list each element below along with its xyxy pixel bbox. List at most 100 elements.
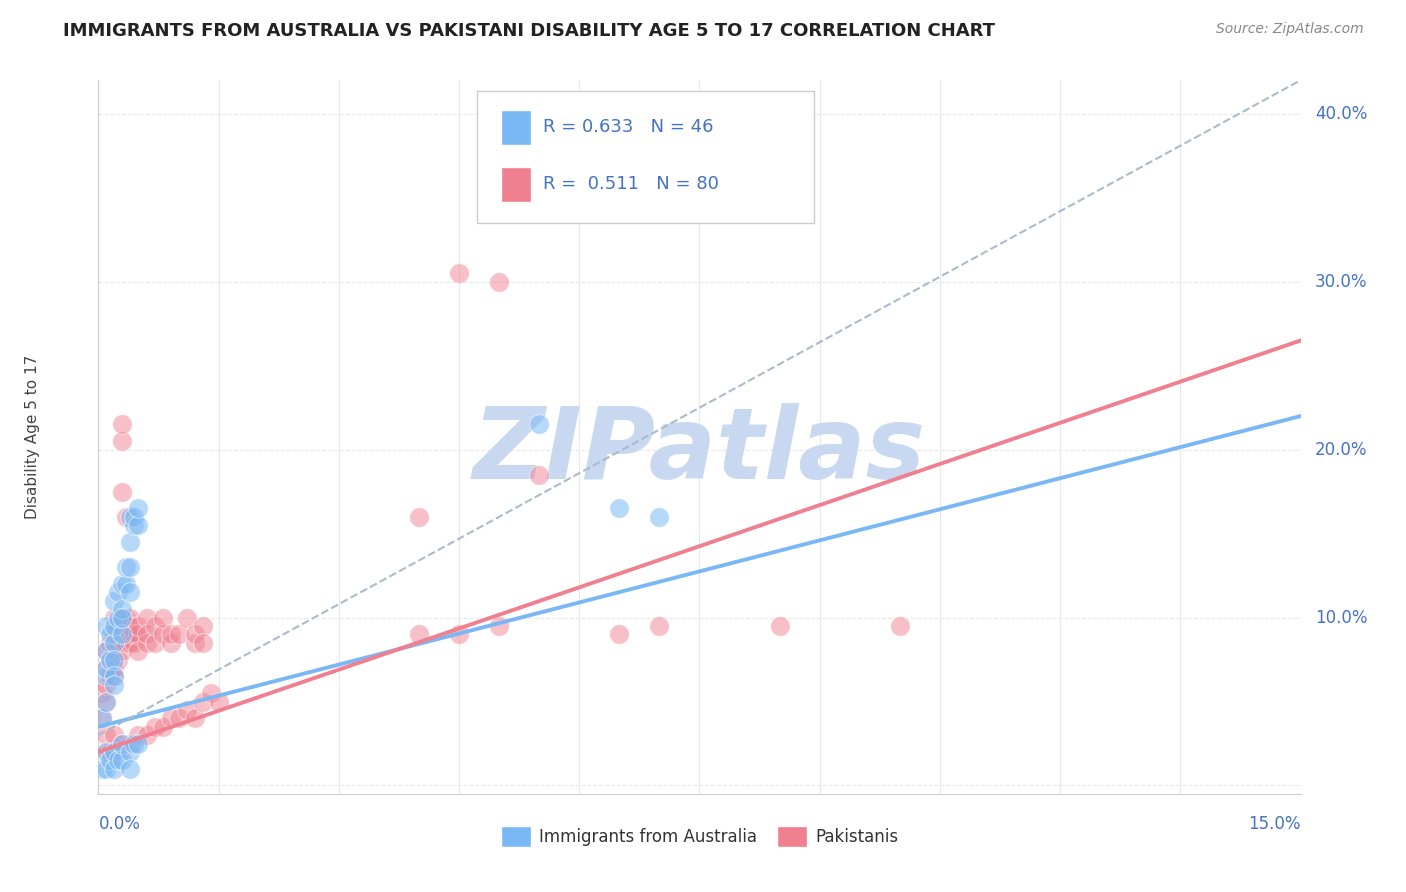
Point <box>111 417 134 432</box>
Point <box>103 652 125 666</box>
Point <box>183 627 205 641</box>
Point <box>609 627 631 641</box>
Point <box>96 745 118 759</box>
Point <box>889 619 911 633</box>
Text: 15.0%: 15.0% <box>1249 815 1301 833</box>
Point <box>103 661 125 675</box>
Point <box>91 686 114 700</box>
Text: Source: ZipAtlas.com: Source: ZipAtlas.com <box>1216 22 1364 37</box>
Point <box>128 501 150 516</box>
Point <box>143 636 166 650</box>
Text: 0.0%: 0.0% <box>98 815 141 833</box>
Point <box>103 678 125 692</box>
Point <box>103 636 125 650</box>
Point <box>124 518 146 533</box>
Point <box>103 627 125 641</box>
Point <box>159 627 181 641</box>
Point <box>103 669 125 683</box>
Point <box>176 703 198 717</box>
Point <box>120 745 142 759</box>
Point <box>111 434 134 449</box>
Point <box>115 509 138 524</box>
Point <box>100 636 122 650</box>
Text: 20.0%: 20.0% <box>1315 441 1368 458</box>
Point <box>124 627 146 641</box>
Point <box>96 619 118 633</box>
Point <box>96 661 118 675</box>
Point <box>107 610 129 624</box>
Point <box>408 627 430 641</box>
Point <box>111 610 134 624</box>
Point <box>124 737 146 751</box>
Point <box>135 728 157 742</box>
Point <box>135 610 157 624</box>
Text: R = 0.633   N = 46: R = 0.633 N = 46 <box>543 118 714 136</box>
Point <box>115 560 138 574</box>
Point <box>159 636 181 650</box>
Point <box>128 518 150 533</box>
Point <box>100 652 122 666</box>
Point <box>103 745 125 759</box>
Point <box>103 728 125 742</box>
Point <box>96 728 118 742</box>
Point <box>167 627 190 641</box>
Text: 10.0%: 10.0% <box>1315 608 1368 626</box>
Point <box>111 737 134 751</box>
Point <box>100 627 122 641</box>
Point <box>128 728 150 742</box>
Point <box>100 745 122 759</box>
Text: 30.0%: 30.0% <box>1315 273 1368 291</box>
Point <box>208 694 231 708</box>
Point <box>115 610 138 624</box>
Point <box>111 627 134 641</box>
Point <box>115 577 138 591</box>
Point <box>124 509 146 524</box>
Point <box>135 636 157 650</box>
Point <box>107 753 129 767</box>
Point <box>107 636 129 650</box>
Point <box>100 753 122 767</box>
Point <box>107 652 129 666</box>
Point <box>100 652 122 666</box>
Text: 40.0%: 40.0% <box>1315 105 1368 123</box>
Point <box>103 644 125 658</box>
FancyBboxPatch shape <box>501 168 531 202</box>
Point <box>152 627 174 641</box>
Point <box>120 535 142 549</box>
FancyBboxPatch shape <box>477 91 814 223</box>
Point <box>167 711 190 725</box>
Point <box>488 275 510 289</box>
Point <box>103 619 125 633</box>
Point <box>183 636 205 650</box>
Point <box>120 610 142 624</box>
Point <box>111 627 134 641</box>
Point <box>183 711 205 725</box>
Point <box>447 627 470 641</box>
Point <box>120 509 142 524</box>
Point <box>143 720 166 734</box>
Point <box>768 619 790 633</box>
Point <box>128 627 150 641</box>
Point <box>96 644 118 658</box>
Point <box>447 266 470 280</box>
Point <box>191 619 214 633</box>
Text: Disability Age 5 to 17: Disability Age 5 to 17 <box>25 355 39 519</box>
Point <box>111 484 134 499</box>
Point <box>143 619 166 633</box>
Point <box>100 669 122 683</box>
Point <box>111 737 134 751</box>
Point <box>96 644 118 658</box>
Text: R =  0.511   N = 80: R = 0.511 N = 80 <box>543 175 718 193</box>
Point <box>152 720 174 734</box>
Point <box>128 619 150 633</box>
Point <box>135 627 157 641</box>
Point <box>96 678 118 692</box>
Point <box>609 501 631 516</box>
Point <box>111 577 134 591</box>
Point <box>128 737 150 751</box>
FancyBboxPatch shape <box>501 111 531 145</box>
Point <box>529 199 551 213</box>
Text: IMMIGRANTS FROM AUSTRALIA VS PAKISTANI DISABILITY AGE 5 TO 17 CORRELATION CHART: IMMIGRANTS FROM AUSTRALIA VS PAKISTANI D… <box>63 22 995 40</box>
Point <box>103 594 125 608</box>
Point <box>111 602 134 616</box>
